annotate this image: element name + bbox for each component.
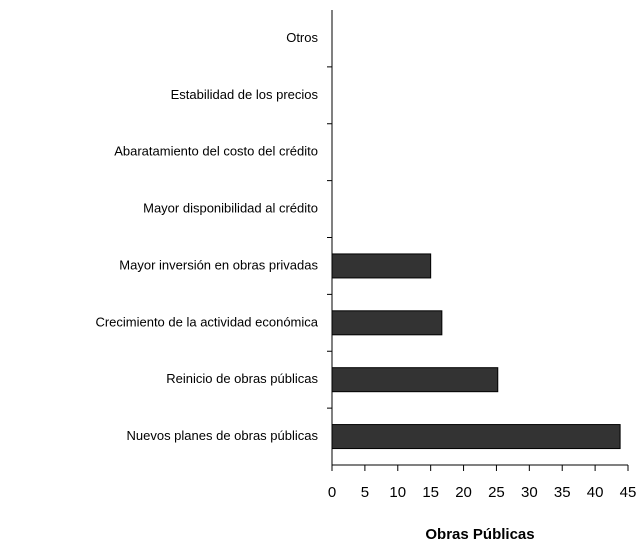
- x-tick-label: 20: [455, 484, 472, 501]
- y-tick-label: Estabilidad de los precios: [171, 87, 319, 102]
- y-tick-label: Nuevos planes de obras públicas: [126, 428, 318, 443]
- y-tick-label: Crecimiento de la actividad económica: [95, 314, 318, 329]
- x-tick-label: 35: [554, 484, 571, 501]
- x-tick-label: 5: [361, 484, 369, 501]
- y-tick-label: Otros: [286, 30, 318, 45]
- x-tick-label: 25: [488, 484, 505, 501]
- y-tick-label: Reinicio de obras públicas: [166, 371, 318, 386]
- bar: [331, 310, 443, 336]
- x-tick-label: 10: [389, 484, 406, 501]
- x-tick-label: 40: [587, 484, 604, 501]
- bar: [331, 367, 499, 393]
- y-tick-label: Mayor disponibilidad al crédito: [143, 201, 318, 216]
- bar: [331, 424, 621, 450]
- y-tick-label: Mayor inversión en obras privadas: [119, 257, 318, 272]
- x-tick-label: 30: [521, 484, 538, 501]
- x-tick-label: 45: [620, 484, 637, 501]
- x-tick-label: 0: [328, 484, 336, 501]
- bar: [331, 253, 432, 279]
- x-axis-title: Obras Públicas: [425, 526, 534, 543]
- y-tick-label: Abaratamiento del costo del crédito: [114, 144, 318, 159]
- x-tick-label: 15: [422, 484, 439, 501]
